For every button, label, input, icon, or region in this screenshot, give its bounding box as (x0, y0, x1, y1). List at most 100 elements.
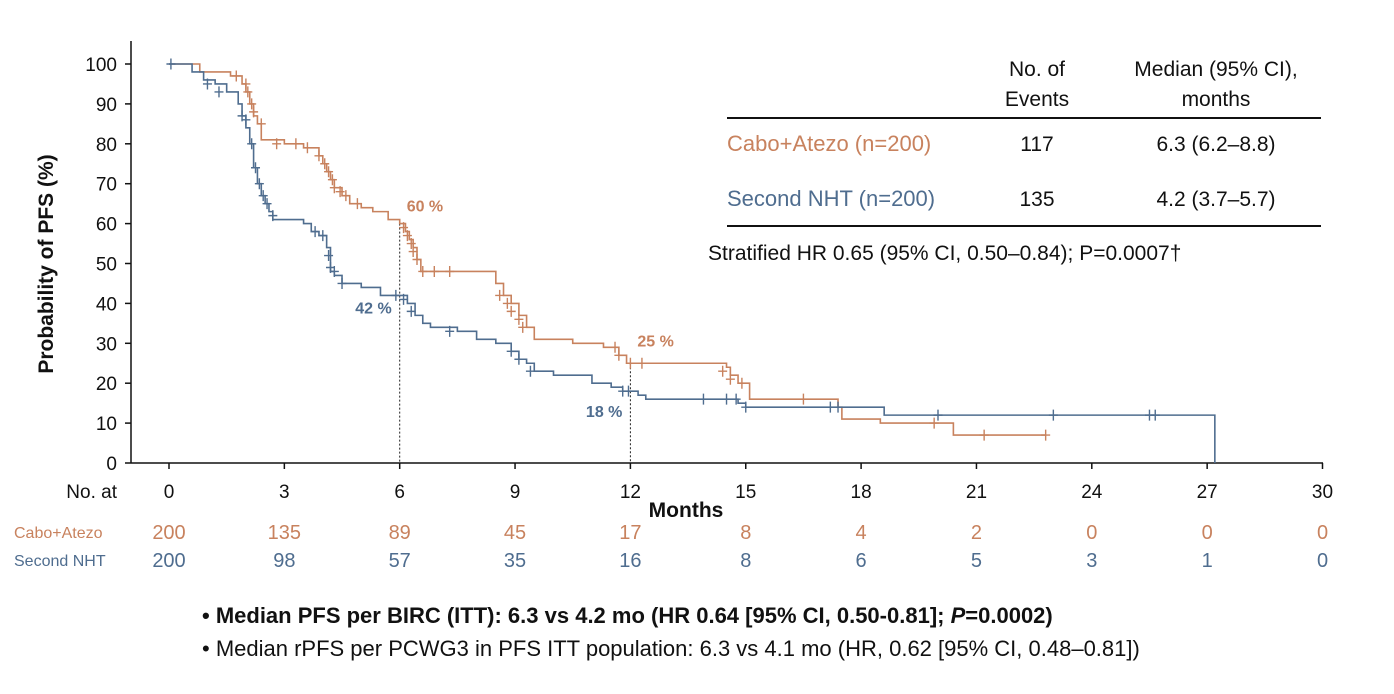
annotation-label: 60 % (407, 199, 443, 216)
censor-mark (698, 393, 708, 405)
censor-mark (722, 393, 732, 405)
censor-mark (329, 182, 339, 194)
censor-mark (625, 357, 635, 369)
censor-mark (833, 401, 843, 413)
censor-mark (314, 150, 324, 162)
censor-mark (202, 78, 212, 90)
x-tick-label: 21 (966, 482, 987, 503)
annotation-label: 18 % (586, 404, 622, 421)
censor-mark (241, 114, 251, 126)
censor-mark (525, 365, 535, 377)
censor-mark (506, 345, 516, 357)
censor-mark (518, 321, 528, 333)
censor-mark (502, 297, 512, 309)
legend-median: 4.2 (3.7–5.7) (1156, 188, 1275, 211)
risk-value: 6 (856, 550, 867, 572)
y-tick-label: 80 (96, 135, 117, 156)
censor-mark (272, 138, 282, 150)
annotation-label: 25 % (637, 333, 673, 350)
y-tick-label: 50 (96, 255, 117, 276)
censor-mark (318, 230, 328, 242)
risk-row-label: Cabo+Atezo (14, 525, 103, 542)
risk-value: 200 (152, 522, 185, 544)
censor-mark (731, 393, 741, 405)
footnote-1-text: • Median PFS per BIRC (ITT): 6.3 vs 4.2 … (202, 603, 951, 628)
censor-mark (214, 86, 224, 98)
x-tick-label: 15 (735, 482, 756, 503)
y-tick-label: 30 (96, 334, 117, 355)
legend-median: 6.3 (6.2–8.8) (1156, 133, 1275, 156)
y-tick-label: 40 (96, 294, 117, 315)
censor-mark (310, 226, 320, 238)
censor-marks (166, 58, 1160, 441)
censor-mark (929, 417, 939, 429)
censor-mark (241, 78, 251, 90)
legend-header-median: months (1182, 88, 1251, 111)
axes: 0 10 20 30 40 50 60 70 80 90 100 0 3 6 9 12 15 18 21 24 27 30… (35, 41, 1333, 522)
x-tick-label: 18 (851, 482, 872, 503)
censor-mark (429, 265, 439, 277)
censor-mark (718, 365, 728, 377)
censor-mark (825, 401, 835, 413)
x-tick-label: 0 (164, 482, 175, 503)
censor-mark (412, 254, 422, 266)
censor-mark (933, 409, 943, 421)
censor-mark (337, 277, 347, 289)
censor-mark (262, 198, 272, 210)
hazard-ratio-text: Stratified HR 0.65 (95% CI, 0.50–0.84); … (708, 242, 1181, 265)
x-tick-label: 12 (620, 482, 641, 503)
censor-mark (1048, 409, 1058, 421)
y-tick-label: 60 (96, 215, 117, 236)
risk-value: 16 (619, 550, 641, 572)
risk-value: 4 (856, 522, 867, 544)
y-axis-title: Probability of PFS (%) (35, 154, 58, 373)
x-tick-label: 9 (510, 482, 521, 503)
risk-value: 0 (1317, 522, 1328, 544)
legend-table: No. of Events Median (95% CI), months Cabo+A… (708, 58, 1321, 265)
censor-mark (251, 162, 261, 174)
y-tick-label: 20 (96, 374, 117, 395)
footnote-median-rpfs: • Median rPFS per PCWG3 in PFS ITT popul… (202, 636, 1140, 661)
censor-mark (341, 190, 351, 202)
y-tick-label: 100 (85, 55, 117, 76)
risk-value: 8 (740, 550, 751, 572)
censor-mark (258, 190, 268, 202)
censor-mark (391, 289, 401, 301)
censor-mark (335, 186, 345, 198)
censor-mark (979, 429, 989, 441)
censor-mark (402, 230, 412, 242)
risk-value: 0 (1202, 522, 1213, 544)
risk-value: 3 (1086, 550, 1097, 572)
censor-mark (445, 325, 455, 337)
censor-mark (1150, 409, 1160, 421)
legend-header-events: No. of (1009, 58, 1065, 81)
censor-mark (327, 174, 337, 186)
censor-mark (302, 142, 312, 154)
censor-mark (324, 166, 334, 178)
risk-row-label: Second NHT (14, 553, 106, 570)
x-tick-label: 27 (1197, 482, 1218, 503)
risk-value: 57 (389, 550, 411, 572)
censor-mark (514, 353, 524, 365)
censor-mark (254, 178, 264, 190)
censor-mark (514, 313, 524, 325)
censor-mark (320, 158, 330, 170)
annotations: 60 % 42 % 25 % 18 % (355, 199, 674, 422)
censor-mark (166, 58, 176, 70)
risk-value: 17 (619, 522, 641, 544)
risk-value: 200 (152, 550, 185, 572)
legend-events: 135 (1019, 188, 1054, 211)
censor-mark (399, 222, 409, 234)
censor-mark (406, 305, 416, 317)
censor-mark (737, 377, 747, 389)
x-axis-title: Months (649, 499, 724, 522)
y-tick-label: 90 (96, 95, 117, 116)
risk-value: 0 (1086, 522, 1097, 544)
censor-mark (614, 349, 624, 361)
censor-mark (399, 293, 409, 305)
censor-mark (324, 250, 334, 262)
risk-value: 135 (268, 522, 301, 544)
risk-value: 35 (504, 550, 526, 572)
